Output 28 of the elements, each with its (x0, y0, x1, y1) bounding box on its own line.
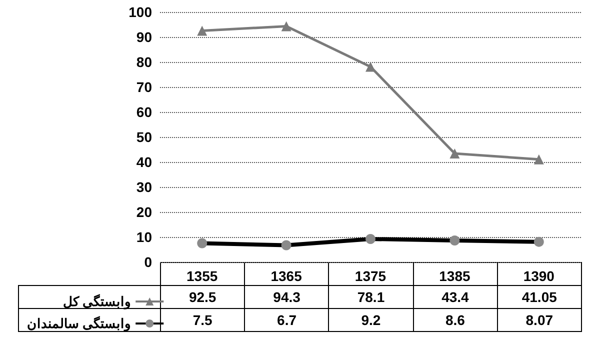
data-label: 8.07 (496, 308, 582, 332)
data-label: 92.5 (160, 285, 246, 309)
y-tick-label: 50 (136, 129, 152, 145)
x-tick-label: 1390 (523, 268, 555, 284)
legend-label: وابستگی کل (62, 293, 131, 310)
y-tick-label: 70 (136, 79, 152, 95)
y-tick-label: 20 (136, 204, 152, 220)
legend-label: وابستگی سالمندان (26, 315, 131, 332)
data-label: 43.4 (412, 285, 498, 309)
x-tick-label: 1355 (186, 268, 218, 284)
data-label: 9.2 (328, 308, 414, 332)
y-tick-label: 30 (136, 179, 152, 195)
data-label: 6.7 (244, 308, 330, 332)
data-label: 78.1 (328, 285, 414, 309)
x-tick-label: 1365 (270, 268, 302, 284)
y-tick-label: 60 (136, 104, 152, 120)
y-tick-label: 0 (144, 254, 152, 270)
data-label: 7.5 (160, 308, 246, 332)
data-label: 8.6 (412, 308, 498, 332)
x-tick-label: 1375 (354, 268, 386, 284)
data-label: 94.3 (244, 285, 330, 309)
y-tick-label: 80 (136, 54, 152, 70)
x-tick-label: 1385 (439, 268, 470, 284)
y-tick-label: 10 (136, 229, 152, 245)
y-tick-label: 90 (136, 29, 152, 45)
y-tick-label: 40 (136, 154, 152, 170)
data-label: 41.05 (496, 285, 582, 309)
y-tick-label: 100 (128, 4, 152, 20)
